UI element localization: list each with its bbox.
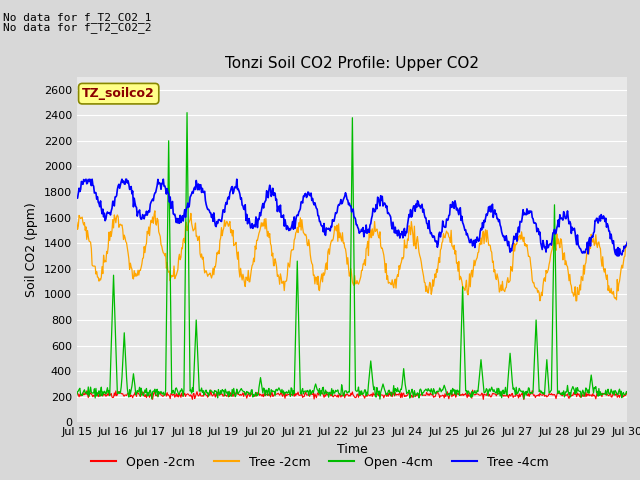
Y-axis label: Soil CO2 (ppm): Soil CO2 (ppm) bbox=[25, 202, 38, 297]
X-axis label: Time: Time bbox=[337, 443, 367, 456]
Text: TZ_soilco2: TZ_soilco2 bbox=[83, 87, 155, 100]
Title: Tonzi Soil CO2 Profile: Upper CO2: Tonzi Soil CO2 Profile: Upper CO2 bbox=[225, 57, 479, 72]
Text: No data for f_T2_CO2_1: No data for f_T2_CO2_1 bbox=[3, 12, 152, 23]
Legend: Open -2cm, Tree -2cm, Open -4cm, Tree -4cm: Open -2cm, Tree -2cm, Open -4cm, Tree -4… bbox=[86, 451, 554, 474]
Text: No data for f_T2_CO2_2: No data for f_T2_CO2_2 bbox=[3, 22, 152, 33]
